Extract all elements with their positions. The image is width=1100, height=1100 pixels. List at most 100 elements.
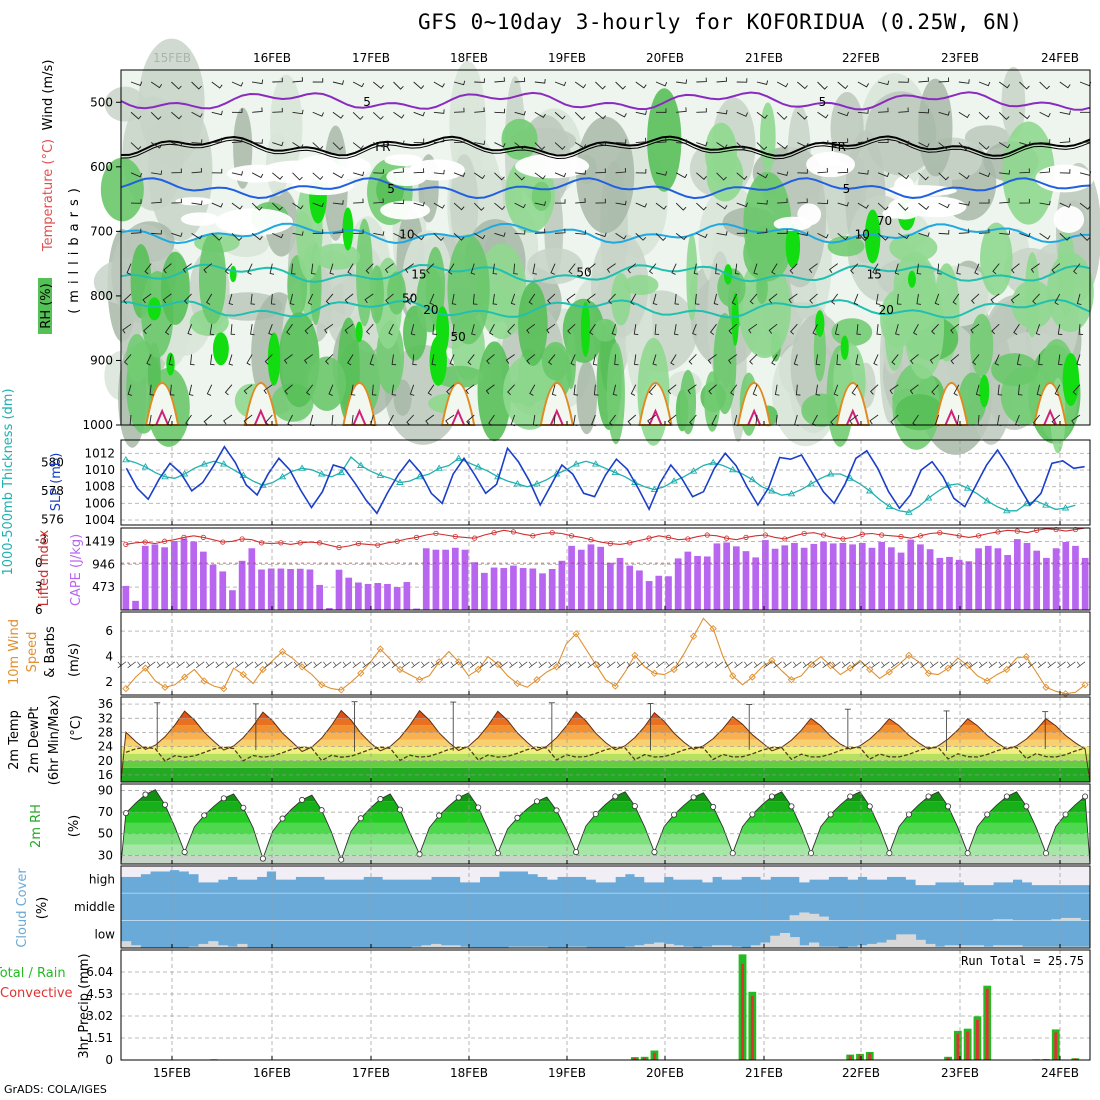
upper-wind-barb	[611, 324, 617, 336]
rh-marker	[357, 815, 364, 822]
upper-wind-barb	[206, 384, 213, 396]
millibars-axis-label: (millibars)	[67, 182, 82, 314]
rh-green-patch	[501, 118, 538, 160]
upper-wind-barb	[555, 199, 566, 204]
upper-wind-barb	[696, 172, 707, 180]
upper-wind-barb	[1059, 110, 1071, 115]
surface-wind-barb	[832, 661, 841, 669]
upper-wind-barb	[292, 109, 304, 115]
upper-wind-barb	[393, 111, 405, 119]
upper-wind-barb	[654, 324, 660, 335]
rh-marker	[494, 850, 501, 857]
isotherm-line	[120, 263, 1091, 283]
rh-marker	[651, 849, 658, 856]
rh-green-patch	[606, 342, 625, 445]
upper-wind-barb	[130, 111, 142, 120]
surface-warm-spike	[440, 382, 476, 426]
upper-wind-barb	[388, 323, 394, 336]
cloud-middle-bar	[799, 912, 810, 921]
cloud-low-bar	[915, 939, 926, 948]
wind-speed-marker	[983, 677, 991, 685]
cape-bar	[500, 568, 508, 610]
precip-convective-bar	[966, 1031, 970, 1060]
upper-wind-barb	[486, 354, 495, 365]
upper-wind-barb	[696, 141, 708, 147]
upper-wind-barb	[494, 202, 506, 211]
upper-wind-barb	[373, 169, 384, 174]
thickness-marker	[122, 455, 130, 463]
surface-wind-barb	[1037, 661, 1047, 669]
upper-wind-barb	[1039, 167, 1051, 174]
cloud-middle-bar	[1070, 917, 1081, 921]
isotherm-line	[120, 177, 1091, 200]
rh-gray-patch	[576, 360, 597, 435]
lifted-index-marker	[743, 534, 749, 540]
upper-wind-barb	[675, 202, 687, 211]
cape-bar	[577, 549, 585, 610]
thickness-marker	[846, 474, 854, 481]
upper-wind-barb	[696, 202, 707, 211]
pressure-tick-label: 1000	[82, 418, 113, 432]
cape-bar	[897, 552, 905, 610]
precip-tick-label: 1.51	[86, 1031, 113, 1045]
rh-green-patch	[704, 122, 738, 183]
upper-wind-barb	[1058, 354, 1063, 366]
cape-bar	[800, 547, 808, 610]
surface-wind-barb	[293, 661, 303, 669]
surface-warm-spike	[835, 382, 871, 426]
lifted-index-marker	[258, 540, 265, 546]
upper-wind-barb	[433, 169, 445, 175]
upper-wind-barb	[528, 293, 536, 305]
upper-wind-barb	[587, 263, 596, 274]
lifted-index-marker	[627, 540, 633, 546]
precip-tick-label: 6.04	[86, 965, 113, 979]
upper-wind-barb	[593, 384, 599, 396]
lifted-index-marker	[1014, 528, 1020, 534]
pressure-tick-label: 900	[90, 353, 113, 367]
cape-bar	[170, 541, 178, 610]
surface-wind-barb	[156, 661, 166, 669]
upper-wind-barb	[427, 384, 435, 396]
cloud-low-bar	[1002, 945, 1013, 948]
upper-wind-barb	[912, 323, 919, 336]
temp-tick-label: 28	[98, 725, 113, 739]
lifted-index-marker	[820, 532, 827, 538]
surface-warm-spike	[736, 382, 772, 426]
upper-wind-barb	[433, 202, 445, 209]
wind-speed-marker	[885, 668, 893, 676]
rh-green-patch	[980, 222, 1013, 296]
date-label-top: 17FEB	[352, 51, 390, 65]
rh-saturated-patch	[580, 301, 591, 357]
upper-wind-barb	[635, 81, 647, 89]
minmax-axis-label: (6hr Min/Max)	[47, 695, 62, 785]
cloud-high-clear	[760, 866, 771, 880]
cape-bar	[1043, 557, 1050, 610]
lifted-index-marker	[1053, 526, 1059, 533]
upper-wind-barb	[918, 202, 930, 211]
surface-wind-barb	[137, 661, 146, 669]
upper-wind-barb	[1010, 293, 1020, 304]
precip-convective-bar	[1073, 1058, 1077, 1060]
rh-green-patch	[541, 341, 570, 381]
cloud-low-bar	[1080, 946, 1091, 948]
surface-warm-spike	[539, 382, 575, 426]
cape-bar	[723, 542, 730, 610]
cape-bar	[364, 583, 372, 610]
cloud-low-bar	[876, 942, 888, 948]
upper-wind-barb	[449, 354, 455, 366]
upper-wind-barb	[353, 198, 364, 204]
upper-wind-barb	[630, 293, 637, 305]
lifted-index-marker	[724, 535, 730, 541]
upper-wind-barb	[453, 80, 466, 86]
isotherm-line	[120, 222, 1090, 245]
lifted-index-marker	[452, 533, 458, 540]
upper-wind-barb	[878, 138, 889, 143]
upper-wind-barb	[231, 171, 243, 176]
upper-wind-barb	[452, 324, 458, 335]
upper-wind-barb	[445, 414, 455, 425]
lifted-index-marker	[413, 534, 420, 540]
surface-wind-barb	[479, 661, 489, 669]
thickness-marker	[572, 460, 580, 467]
rh-band	[121, 844, 1090, 856]
upper-wind-barb	[211, 168, 223, 174]
